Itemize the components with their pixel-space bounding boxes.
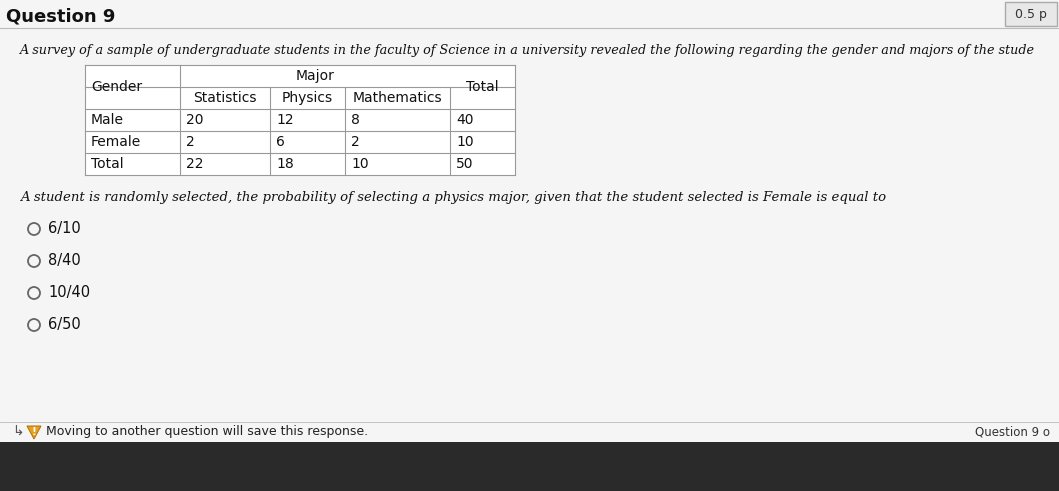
- Text: 22: 22: [186, 157, 203, 171]
- Text: Question 9: Question 9: [6, 7, 115, 25]
- Text: 8: 8: [351, 113, 360, 127]
- Text: 20: 20: [186, 113, 203, 127]
- Text: Physics: Physics: [282, 91, 334, 105]
- Text: Question 9 o: Question 9 o: [975, 426, 1051, 438]
- Text: Total: Total: [91, 157, 124, 171]
- Text: Major: Major: [295, 69, 335, 83]
- Text: Moving to another question will save this response.: Moving to another question will save thi…: [46, 426, 369, 438]
- Text: !: !: [32, 427, 36, 437]
- Text: A student is randomly selected, the probability of selecting a physics major, gi: A student is randomly selected, the prob…: [20, 191, 886, 203]
- Text: Mathematics: Mathematics: [353, 91, 443, 105]
- Text: 40: 40: [456, 113, 473, 127]
- Text: Male: Male: [91, 113, 124, 127]
- Text: Total: Total: [466, 80, 499, 94]
- Text: 18: 18: [276, 157, 293, 171]
- Bar: [85, 65, 515, 175]
- Text: Gender: Gender: [91, 80, 142, 94]
- Text: 10: 10: [456, 135, 473, 149]
- Text: Statistics: Statistics: [193, 91, 256, 105]
- Bar: [1005, 2, 1057, 26]
- Text: ↳: ↳: [13, 425, 23, 439]
- Text: 10: 10: [351, 157, 369, 171]
- Text: 12: 12: [276, 113, 293, 127]
- Text: Female: Female: [91, 135, 141, 149]
- Text: 6/50: 6/50: [48, 318, 80, 332]
- Text: 50: 50: [456, 157, 473, 171]
- Bar: [0, 442, 1059, 491]
- Text: 6/10: 6/10: [48, 221, 80, 237]
- Text: 10/40: 10/40: [48, 285, 90, 300]
- Text: 0.5 p: 0.5 p: [1016, 7, 1047, 21]
- Text: 2: 2: [351, 135, 360, 149]
- Polygon shape: [26, 426, 41, 439]
- Text: 6: 6: [276, 135, 285, 149]
- Text: A survey of a sample of undergraduate students in the faculty of Science in a un: A survey of a sample of undergraduate st…: [20, 44, 1035, 56]
- Text: 8/40: 8/40: [48, 253, 80, 269]
- Text: 2: 2: [186, 135, 195, 149]
